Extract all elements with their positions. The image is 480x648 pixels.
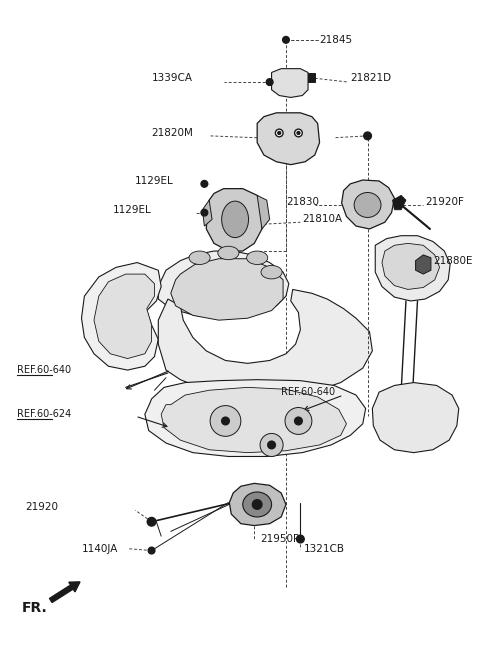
Circle shape [297,132,300,134]
Ellipse shape [247,251,268,264]
Circle shape [147,518,156,526]
Text: 21920F: 21920F [425,197,464,207]
Circle shape [201,181,208,187]
Text: 21821D: 21821D [350,73,391,83]
Polygon shape [203,200,212,226]
Polygon shape [272,69,308,97]
Circle shape [276,129,283,137]
Text: 21880E: 21880E [433,256,472,266]
Text: 1140JA: 1140JA [82,544,118,553]
Ellipse shape [222,201,249,238]
FancyArrow shape [49,582,80,603]
Circle shape [252,500,262,509]
Circle shape [285,408,312,434]
Polygon shape [206,189,264,251]
Text: 21845: 21845 [320,35,353,45]
Polygon shape [171,259,283,320]
Circle shape [297,535,304,543]
Polygon shape [257,113,320,165]
Ellipse shape [354,192,381,218]
Polygon shape [158,251,289,318]
Text: REF.60-640: REF.60-640 [17,365,72,375]
Circle shape [278,132,281,134]
Polygon shape [308,73,315,82]
Text: FR.: FR. [22,601,48,615]
Circle shape [364,132,372,140]
Ellipse shape [261,266,282,279]
Text: 21950R: 21950R [260,534,300,544]
Polygon shape [158,290,372,397]
Circle shape [201,209,208,216]
Polygon shape [257,195,270,229]
Circle shape [295,129,302,137]
Text: 1321CB: 1321CB [304,544,345,553]
Polygon shape [161,388,347,453]
Text: REF.60-624: REF.60-624 [17,410,72,419]
Circle shape [268,441,276,449]
Ellipse shape [243,492,272,517]
Text: 1125DG: 1125DG [270,128,312,138]
Text: 21830: 21830 [286,197,319,207]
Text: 21920: 21920 [25,502,59,513]
Polygon shape [82,262,161,370]
Text: REF.60-640: REF.60-640 [281,387,336,397]
Polygon shape [342,180,395,229]
Polygon shape [375,236,450,301]
Circle shape [260,434,283,456]
Polygon shape [416,255,431,274]
Text: 1129EL: 1129EL [135,176,174,186]
Circle shape [266,78,273,86]
Text: 21820M: 21820M [152,128,193,138]
Polygon shape [393,195,406,210]
Polygon shape [382,244,440,290]
Text: 1339CA: 1339CA [152,73,192,83]
Polygon shape [145,380,366,456]
Circle shape [148,547,155,554]
Polygon shape [229,483,286,526]
Ellipse shape [189,251,210,264]
Polygon shape [372,382,459,453]
Circle shape [210,406,241,436]
Circle shape [222,417,229,425]
Text: 1129EL: 1129EL [113,205,152,214]
Text: 21810A: 21810A [302,214,342,224]
Ellipse shape [218,246,239,260]
Polygon shape [94,274,155,358]
Circle shape [283,36,289,43]
Circle shape [295,417,302,425]
